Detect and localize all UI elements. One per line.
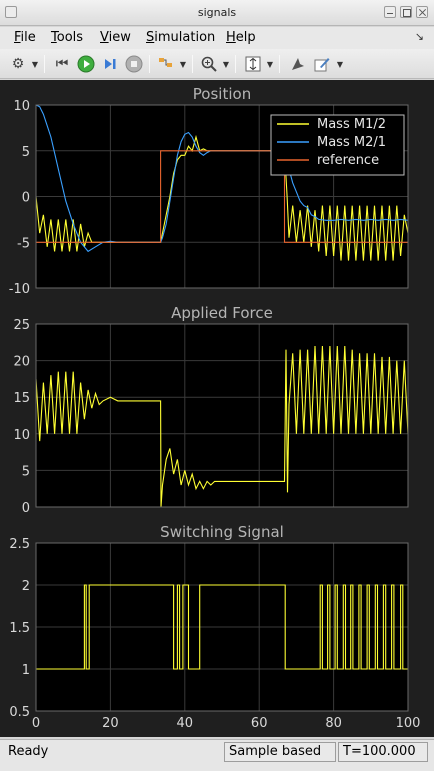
chart-1: Applied Force 0 5 10 15 20 25 [13,304,409,516]
x-tick-label: 20 [102,716,119,731]
plot-frame [35,104,409,289]
chevron-down-icon[interactable]: ▼ [336,59,344,69]
y-tick-label: 2.5 [9,537,30,552]
series-line-0 [36,584,408,670]
minimize-icon[interactable] [384,6,396,18]
y-tick-label: 2 [22,579,30,594]
x-tick-label: 100 [396,716,421,731]
maximize-icon[interactable] [400,6,412,18]
plot-frame [35,323,409,508]
write-icon[interactable] [312,54,332,74]
sample-time-icon[interactable] [156,54,176,74]
step-forward-icon[interactable] [100,54,120,74]
status-ready: Ready [8,744,49,759]
y-tick-label: 5 [22,464,30,479]
scope-figure: Position -10 -5 0 5 10 Mass M1/2 Mass M2/1 refer… [0,80,434,737]
gear-icon[interactable]: ⚙ [11,56,25,72]
chevron-down-icon[interactable]: ▼ [266,59,274,69]
x-tick-label: 0 [32,716,40,731]
x-tick-label: 80 [325,716,342,731]
chevron-down-icon[interactable]: ▼ [222,59,230,69]
run-icon[interactable] [76,54,96,74]
dock-icon[interactable]: ↘ [414,30,424,43]
chart-title: Applied Force [171,304,273,322]
legend[interactable]: Mass M1/2 Mass M2/1 reference [270,114,405,176]
toolbar: ⚙ ▼ ⏮ ▼ ▼ ▼ ▼ [0,49,434,79]
y-tick-label: 0.5 [9,705,30,720]
window-title: signals [197,6,237,19]
y-tick-label: -5 [17,236,30,251]
legend-label: Mass M2/1 [317,135,386,150]
highlight-icon[interactable] [288,54,308,74]
chart-title: Switching Signal [160,523,284,541]
autoscale-icon[interactable] [243,54,263,74]
plot-frame [35,542,409,712]
legend-label: reference [317,153,379,168]
y-tick-label: 0 [22,501,30,516]
y-tick-label: 1 [22,663,30,678]
menu-file[interactable]: File [14,30,36,45]
chart-title: Position [193,85,251,103]
step-back-icon[interactable]: ⏮ [55,56,69,72]
zoom-icon[interactable] [199,54,219,74]
status-sample-mode: Sample based [224,742,336,762]
window-title-bar: signals [0,0,434,26]
y-tick-label: 15 [13,391,30,406]
status-bar: Ready Sample based T=100.000 [0,739,434,771]
menu-simulation[interactable]: Simulation [146,30,216,45]
y-tick-label: 10 [13,428,30,443]
legend-label: Mass M1/2 [317,117,386,132]
chart-0: Position -10 -5 0 5 10 Mass M1/2 Mass M2/1 refer… [9,85,409,297]
x-tick-label: 40 [177,716,194,731]
plot-area[interactable] [36,324,408,507]
series-line-0 [36,345,408,507]
status-time: T=100.000 [338,742,428,762]
chart-2: Switching Signal 0 20 40 60 80 100 0.5 1 1.5 2 2.5 [9,523,420,731]
window-menu-icon[interactable] [5,6,17,18]
y-tick-label: 5 [22,145,30,160]
menu-tools[interactable]: Tools [51,30,84,45]
y-tick-label: 1.5 [9,621,30,636]
series-line-reference [36,150,408,243]
menu-help[interactable]: Help [226,30,256,45]
chevron-down-icon[interactable]: ▼ [179,59,187,69]
close-icon[interactable] [416,6,428,18]
chevron-down-icon[interactable]: ▼ [31,59,39,69]
y-tick-label: 0 [22,191,30,206]
menu-view[interactable]: View [100,30,131,45]
x-tick-label: 60 [251,716,268,731]
y-tick-label: -10 [9,282,30,297]
y-tick-label: 20 [13,355,30,370]
y-tick-label: 10 [13,99,30,114]
menu-bar: File Tools View Simulation Help ↘ [0,27,434,49]
stop-icon[interactable] [124,54,144,74]
y-tick-label: 25 [13,318,30,333]
